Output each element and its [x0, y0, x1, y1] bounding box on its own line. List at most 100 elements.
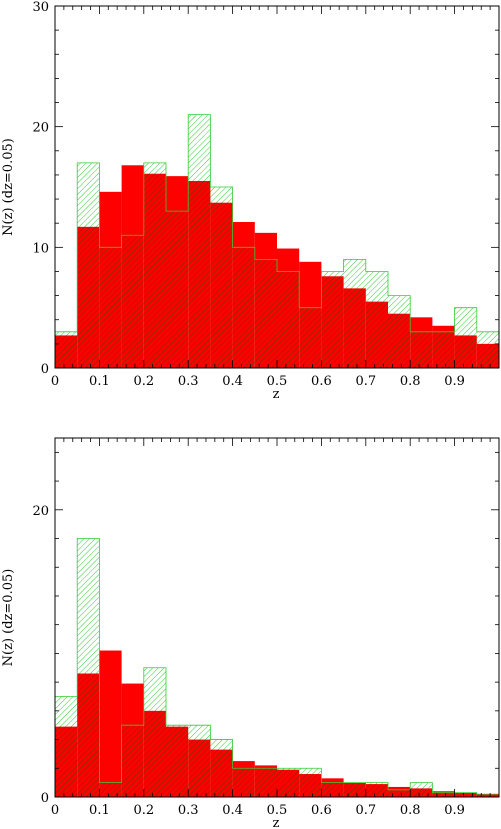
- x-tick-label: 0.6: [311, 374, 332, 389]
- green-bar: [77, 162, 100, 227]
- green-bar: [365, 271, 388, 302]
- x-tick-label: 0: [51, 374, 59, 389]
- x-tick-label: 0.2: [133, 803, 154, 818]
- y-axis-title: N(z) (dz=0.05): [1, 138, 16, 236]
- overlap-bar: [343, 288, 366, 368]
- green-bar: [55, 696, 78, 727]
- green-bar: [454, 307, 477, 336]
- bars-group: [55, 538, 499, 797]
- green-bar: [210, 739, 233, 750]
- x-tick-label: 0.4: [222, 374, 243, 389]
- overlap-bar: [388, 313, 411, 368]
- chart-top: 0 0.1 0.2 0.3 0.4 0.5 0.6 0.7 0.8 0.9 0 10 20 30 z N(z)…: [1, 0, 500, 402]
- overlap-bar: [454, 335, 477, 368]
- overlap-bar: [299, 774, 322, 797]
- green-bar: [277, 768, 300, 770]
- overlap-bar: [55, 726, 78, 797]
- overlap-bar: [277, 769, 300, 797]
- overlap-bar: [410, 788, 433, 797]
- green-bar: [343, 259, 366, 289]
- overlap-bar: [188, 180, 211, 368]
- overlap-bar: [55, 335, 78, 368]
- x-tick-label: 0.7: [355, 803, 376, 818]
- x-tick-label: 0.3: [178, 803, 199, 818]
- overlap-bar: [166, 726, 189, 797]
- green-bar: [410, 782, 433, 789]
- green-series-outline: [54, 538, 500, 797]
- x-tick-label: 0: [51, 803, 59, 818]
- overlap-bar: [321, 276, 344, 368]
- overlap-bar: [410, 331, 433, 368]
- y-tick-label: 30: [32, 0, 49, 15]
- y-tick-label: 0: [41, 362, 49, 377]
- overlap-bar: [432, 331, 455, 368]
- y-ticks: [55, 5, 499, 369]
- green-bar: [188, 114, 211, 181]
- green-bar: [55, 331, 78, 336]
- green-bar: [321, 271, 344, 277]
- overlap-bar: [254, 768, 277, 797]
- green-bar: [143, 162, 166, 174]
- overlap-bar: [232, 768, 255, 797]
- overlap-bar: [343, 782, 366, 797]
- chart-bottom: 0 0.1 0.2 0.3 0.4 0.5 0.6 0.7 0.8 0.9 0 20 z N(z) (dz…: [1, 437, 500, 829]
- y-tick-label: 20: [32, 121, 49, 136]
- overlap-bar: [365, 301, 388, 368]
- green-bar: [143, 667, 166, 711]
- overlap-bar: [388, 789, 411, 797]
- overlap-bar: [99, 782, 122, 797]
- x-tick-label: 0.8: [400, 374, 421, 389]
- overlap-bar: [166, 211, 189, 368]
- y-ticks: [55, 451, 499, 798]
- overlap-bar: [254, 259, 277, 368]
- overlap-bar: [143, 710, 166, 797]
- x-tick-label: 0.5: [267, 803, 288, 818]
- x-tick-label: 0.1: [89, 374, 110, 389]
- x-axis-title: z: [273, 816, 280, 829]
- green-bar: [299, 768, 322, 775]
- overlap-bar: [476, 794, 499, 797]
- bars-group: [55, 114, 499, 368]
- x-tick-label: 0.1: [89, 803, 110, 818]
- x-axis-title: z: [273, 387, 280, 402]
- overlap-bar: [476, 343, 499, 368]
- overlap-bar: [365, 784, 388, 797]
- x-tick-label: 0.4: [222, 803, 243, 818]
- x-tick-label: 0.5: [267, 374, 288, 389]
- x-tick-label: 0.8: [400, 803, 421, 818]
- overlap-bar: [99, 247, 122, 368]
- overlap-bar: [210, 202, 233, 368]
- y-tick-label: 0: [41, 791, 49, 806]
- overlap-bar: [77, 226, 100, 368]
- green-bar: [388, 295, 411, 314]
- overlap-bar: [77, 673, 100, 797]
- overlap-bar: [321, 782, 344, 797]
- red-bar: [99, 650, 122, 797]
- overlap-bar: [432, 792, 455, 797]
- y-tick-label: 20: [32, 504, 49, 519]
- overlap-bar: [121, 725, 144, 797]
- overlap-bar: [121, 235, 144, 368]
- y-axis-title: N(z) (dz=0.05): [1, 569, 16, 667]
- overlap-bar: [299, 307, 322, 368]
- x-ticks: [54, 6, 500, 368]
- x-tick-label: 0.6: [311, 803, 332, 818]
- green-bar: [77, 538, 100, 674]
- green-bar: [188, 725, 211, 740]
- overlap-bar: [454, 792, 477, 797]
- x-tick-label: 0.7: [355, 374, 376, 389]
- overlap-bar: [143, 173, 166, 368]
- x-tick-label: 0.9: [444, 374, 465, 389]
- y-tick-label: 10: [32, 241, 49, 256]
- green-bar: [365, 782, 388, 785]
- overlap-bar: [210, 749, 233, 797]
- overlap-bar: [188, 739, 211, 797]
- overlap-bar: [232, 247, 255, 368]
- overlap-bar: [277, 271, 300, 368]
- green-series-outline: [54, 114, 500, 368]
- green-bar: [476, 331, 499, 344]
- green-bar: [166, 725, 189, 727]
- x-tick-label: 0.9: [444, 803, 465, 818]
- x-ticks: [54, 438, 500, 797]
